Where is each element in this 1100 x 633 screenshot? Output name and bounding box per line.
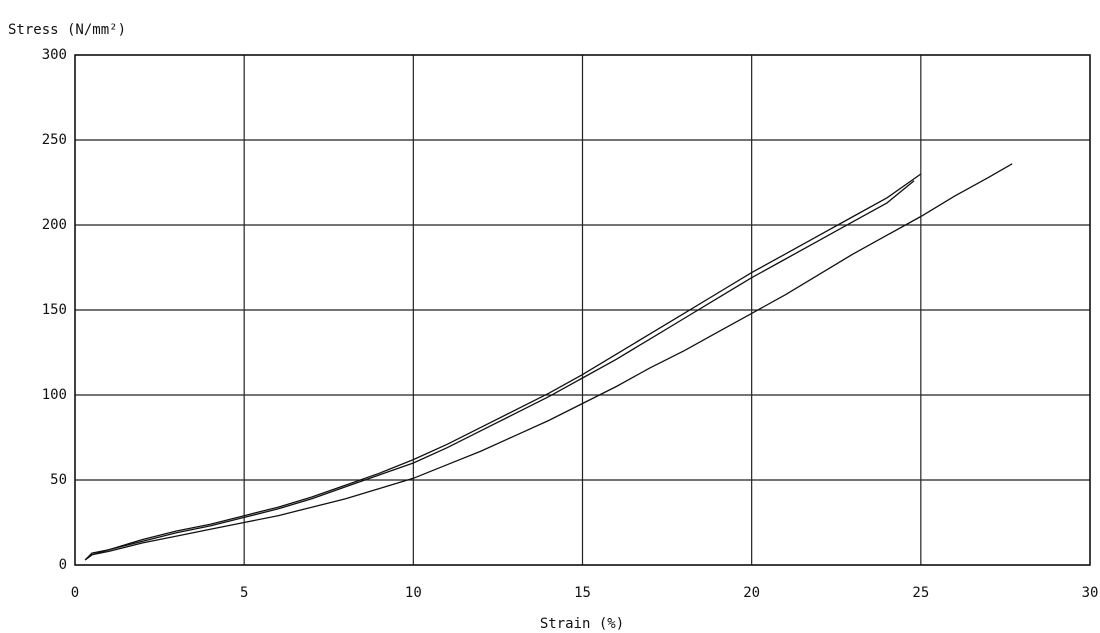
y-tick-label: 50 bbox=[50, 472, 67, 488]
x-tick-label: 10 bbox=[405, 585, 422, 601]
x-tick-label: 30 bbox=[1082, 585, 1099, 601]
stress-strain-curve bbox=[84, 180, 915, 561]
y-tick-label: 100 bbox=[42, 387, 67, 403]
plot-frame bbox=[74, 54, 1091, 566]
x-axis-label: Strain (%) bbox=[540, 616, 624, 632]
y-tick-label: 200 bbox=[42, 217, 67, 233]
y-tick-label: 250 bbox=[42, 132, 67, 148]
y-axis-label: Stress (N/mm²) bbox=[8, 22, 126, 38]
y-tick-label: 0 bbox=[59, 557, 67, 573]
stress-strain-curve bbox=[84, 163, 1013, 561]
x-tick-label: 0 bbox=[71, 585, 79, 601]
x-tick-label: 25 bbox=[912, 585, 929, 601]
x-tick-label: 15 bbox=[574, 585, 591, 601]
x-tick-label: 20 bbox=[743, 585, 760, 601]
y-tick-label: 300 bbox=[42, 47, 67, 63]
stress-strain-curve bbox=[84, 173, 922, 561]
y-tick-label: 150 bbox=[42, 302, 67, 318]
x-tick-label: 5 bbox=[240, 585, 248, 601]
